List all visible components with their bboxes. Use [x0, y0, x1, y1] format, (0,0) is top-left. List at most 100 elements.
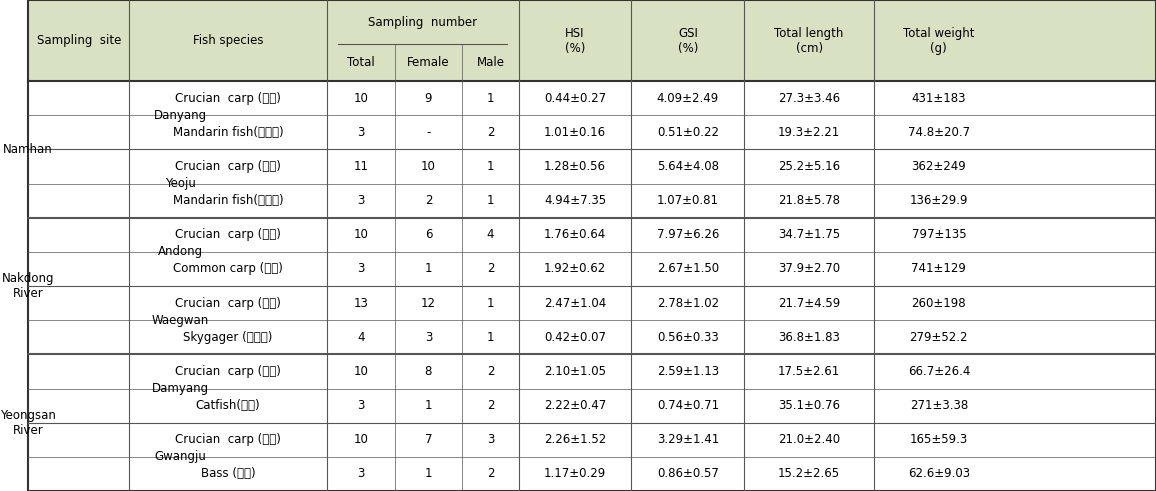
Text: Catfish(메기): Catfish(메기) — [195, 399, 260, 412]
Text: 431±183: 431±183 — [912, 92, 966, 105]
Text: Total: Total — [347, 56, 375, 69]
Text: Male: Male — [476, 56, 504, 69]
Text: 25.2±5.16: 25.2±5.16 — [778, 160, 840, 173]
Text: Yeoju: Yeoju — [165, 177, 195, 190]
Bar — [28, 0, 1156, 81]
Text: Total weight
(g): Total weight (g) — [903, 27, 975, 55]
Text: Waegwan: Waegwan — [151, 314, 209, 327]
Text: Bass (배스): Bass (배스) — [201, 467, 255, 480]
Text: 260±198: 260±198 — [912, 297, 966, 310]
Text: 4: 4 — [487, 228, 495, 241]
Text: Andong: Andong — [157, 246, 202, 258]
Text: Yeongsan
River: Yeongsan River — [0, 409, 55, 436]
Bar — [28, 115, 1156, 149]
Text: HSI
(%): HSI (%) — [565, 27, 585, 55]
Text: GSI
(%): GSI (%) — [677, 27, 698, 55]
Text: 74.8±20.7: 74.8±20.7 — [907, 126, 970, 139]
Text: Danyang: Danyang — [154, 109, 207, 122]
Text: 3: 3 — [424, 331, 432, 344]
Text: 2.67±1.50: 2.67±1.50 — [657, 262, 719, 275]
Bar — [28, 320, 1156, 355]
Text: 7.97±6.26: 7.97±6.26 — [657, 228, 719, 241]
Text: 3.29±1.41: 3.29±1.41 — [657, 433, 719, 446]
Bar — [28, 388, 1156, 423]
Text: 4.94±7.35: 4.94±7.35 — [544, 194, 606, 207]
Text: Total length
(cm): Total length (cm) — [775, 27, 844, 55]
Text: 271±3.38: 271±3.38 — [910, 399, 968, 412]
Text: 2.10±1.05: 2.10±1.05 — [544, 365, 606, 378]
Text: 279±52.2: 279±52.2 — [910, 331, 968, 344]
Text: 13: 13 — [354, 297, 368, 310]
Text: 1.92±0.62: 1.92±0.62 — [544, 262, 606, 275]
Text: 3: 3 — [357, 262, 364, 275]
Text: 4: 4 — [357, 331, 364, 344]
Text: Crucian  carp (붕어): Crucian carp (붕어) — [176, 228, 281, 241]
Text: Skygager (강준치): Skygager (강준치) — [184, 331, 273, 344]
Text: 10: 10 — [354, 433, 368, 446]
Text: 2: 2 — [424, 194, 432, 207]
Text: 27.3±3.46: 27.3±3.46 — [778, 92, 840, 105]
Text: Namhan: Namhan — [3, 143, 53, 156]
Text: 10: 10 — [354, 92, 368, 105]
Text: 19.3±2.21: 19.3±2.21 — [778, 126, 840, 139]
Text: 7: 7 — [424, 433, 432, 446]
Text: 12: 12 — [421, 297, 436, 310]
Text: 1: 1 — [487, 331, 495, 344]
Text: Sampling  number: Sampling number — [369, 16, 477, 28]
Text: 0.86±0.57: 0.86±0.57 — [657, 467, 719, 480]
Bar — [874, 0, 1003, 81]
Bar — [28, 218, 1156, 252]
Text: 10: 10 — [354, 365, 368, 378]
Text: Crucian  carp (붕어): Crucian carp (붕어) — [176, 433, 281, 446]
Text: Nakdong
River: Nakdong River — [1, 272, 54, 300]
Text: Crucian  carp (붕어): Crucian carp (붕어) — [176, 160, 281, 173]
Text: 34.7±1.75: 34.7±1.75 — [778, 228, 840, 241]
Text: 62.6±9.03: 62.6±9.03 — [907, 467, 970, 480]
Text: 9: 9 — [424, 92, 432, 105]
Bar — [28, 149, 1156, 184]
Text: 797±135: 797±135 — [912, 228, 966, 241]
Text: 1: 1 — [487, 92, 495, 105]
Text: 2.47±1.04: 2.47±1.04 — [544, 297, 606, 310]
Text: Gwangju: Gwangju — [154, 450, 206, 464]
Text: Fish species: Fish species — [193, 34, 264, 47]
Text: 3: 3 — [357, 467, 364, 480]
Text: 1.01±0.16: 1.01±0.16 — [544, 126, 606, 139]
Text: 741±129: 741±129 — [911, 262, 966, 275]
Text: 35.1±0.76: 35.1±0.76 — [778, 399, 840, 412]
Text: 2: 2 — [487, 399, 495, 412]
Text: 21.8±5.78: 21.8±5.78 — [778, 194, 840, 207]
Bar — [28, 423, 1156, 457]
Bar — [519, 0, 631, 81]
Bar — [28, 252, 1156, 286]
Text: 2.78±1.02: 2.78±1.02 — [657, 297, 719, 310]
Text: 1: 1 — [424, 262, 432, 275]
Text: 3: 3 — [357, 399, 364, 412]
Text: 2.59±1.13: 2.59±1.13 — [657, 365, 719, 378]
Text: 4.09±2.49: 4.09±2.49 — [657, 92, 719, 105]
Text: 5.64±4.08: 5.64±4.08 — [657, 160, 719, 173]
Bar — [28, 81, 1156, 115]
Text: Sampling  site: Sampling site — [37, 34, 121, 47]
Text: -: - — [427, 126, 430, 139]
Text: 21.7±4.59: 21.7±4.59 — [778, 297, 840, 310]
Text: 66.7±26.4: 66.7±26.4 — [907, 365, 970, 378]
Text: 1: 1 — [487, 194, 495, 207]
Bar — [631, 0, 744, 81]
Text: 2: 2 — [487, 365, 495, 378]
Text: 165±59.3: 165±59.3 — [910, 433, 968, 446]
Text: 3: 3 — [357, 126, 364, 139]
Text: 2: 2 — [487, 467, 495, 480]
Bar — [28, 355, 1156, 388]
Bar — [28, 286, 1156, 320]
Bar — [129, 0, 327, 81]
Text: 1.28±0.56: 1.28±0.56 — [544, 160, 606, 173]
Text: 1.07±0.81: 1.07±0.81 — [657, 194, 719, 207]
Text: 1: 1 — [424, 467, 432, 480]
Text: Mandarin fish(쏘가리): Mandarin fish(쏘가리) — [173, 194, 283, 207]
Bar — [744, 0, 874, 81]
Text: Crucian  carp (붕어): Crucian carp (붕어) — [176, 92, 281, 105]
Text: 3: 3 — [357, 194, 364, 207]
Text: Mandarin fish(쏘가리): Mandarin fish(쏘가리) — [173, 126, 283, 139]
Bar — [327, 0, 519, 81]
